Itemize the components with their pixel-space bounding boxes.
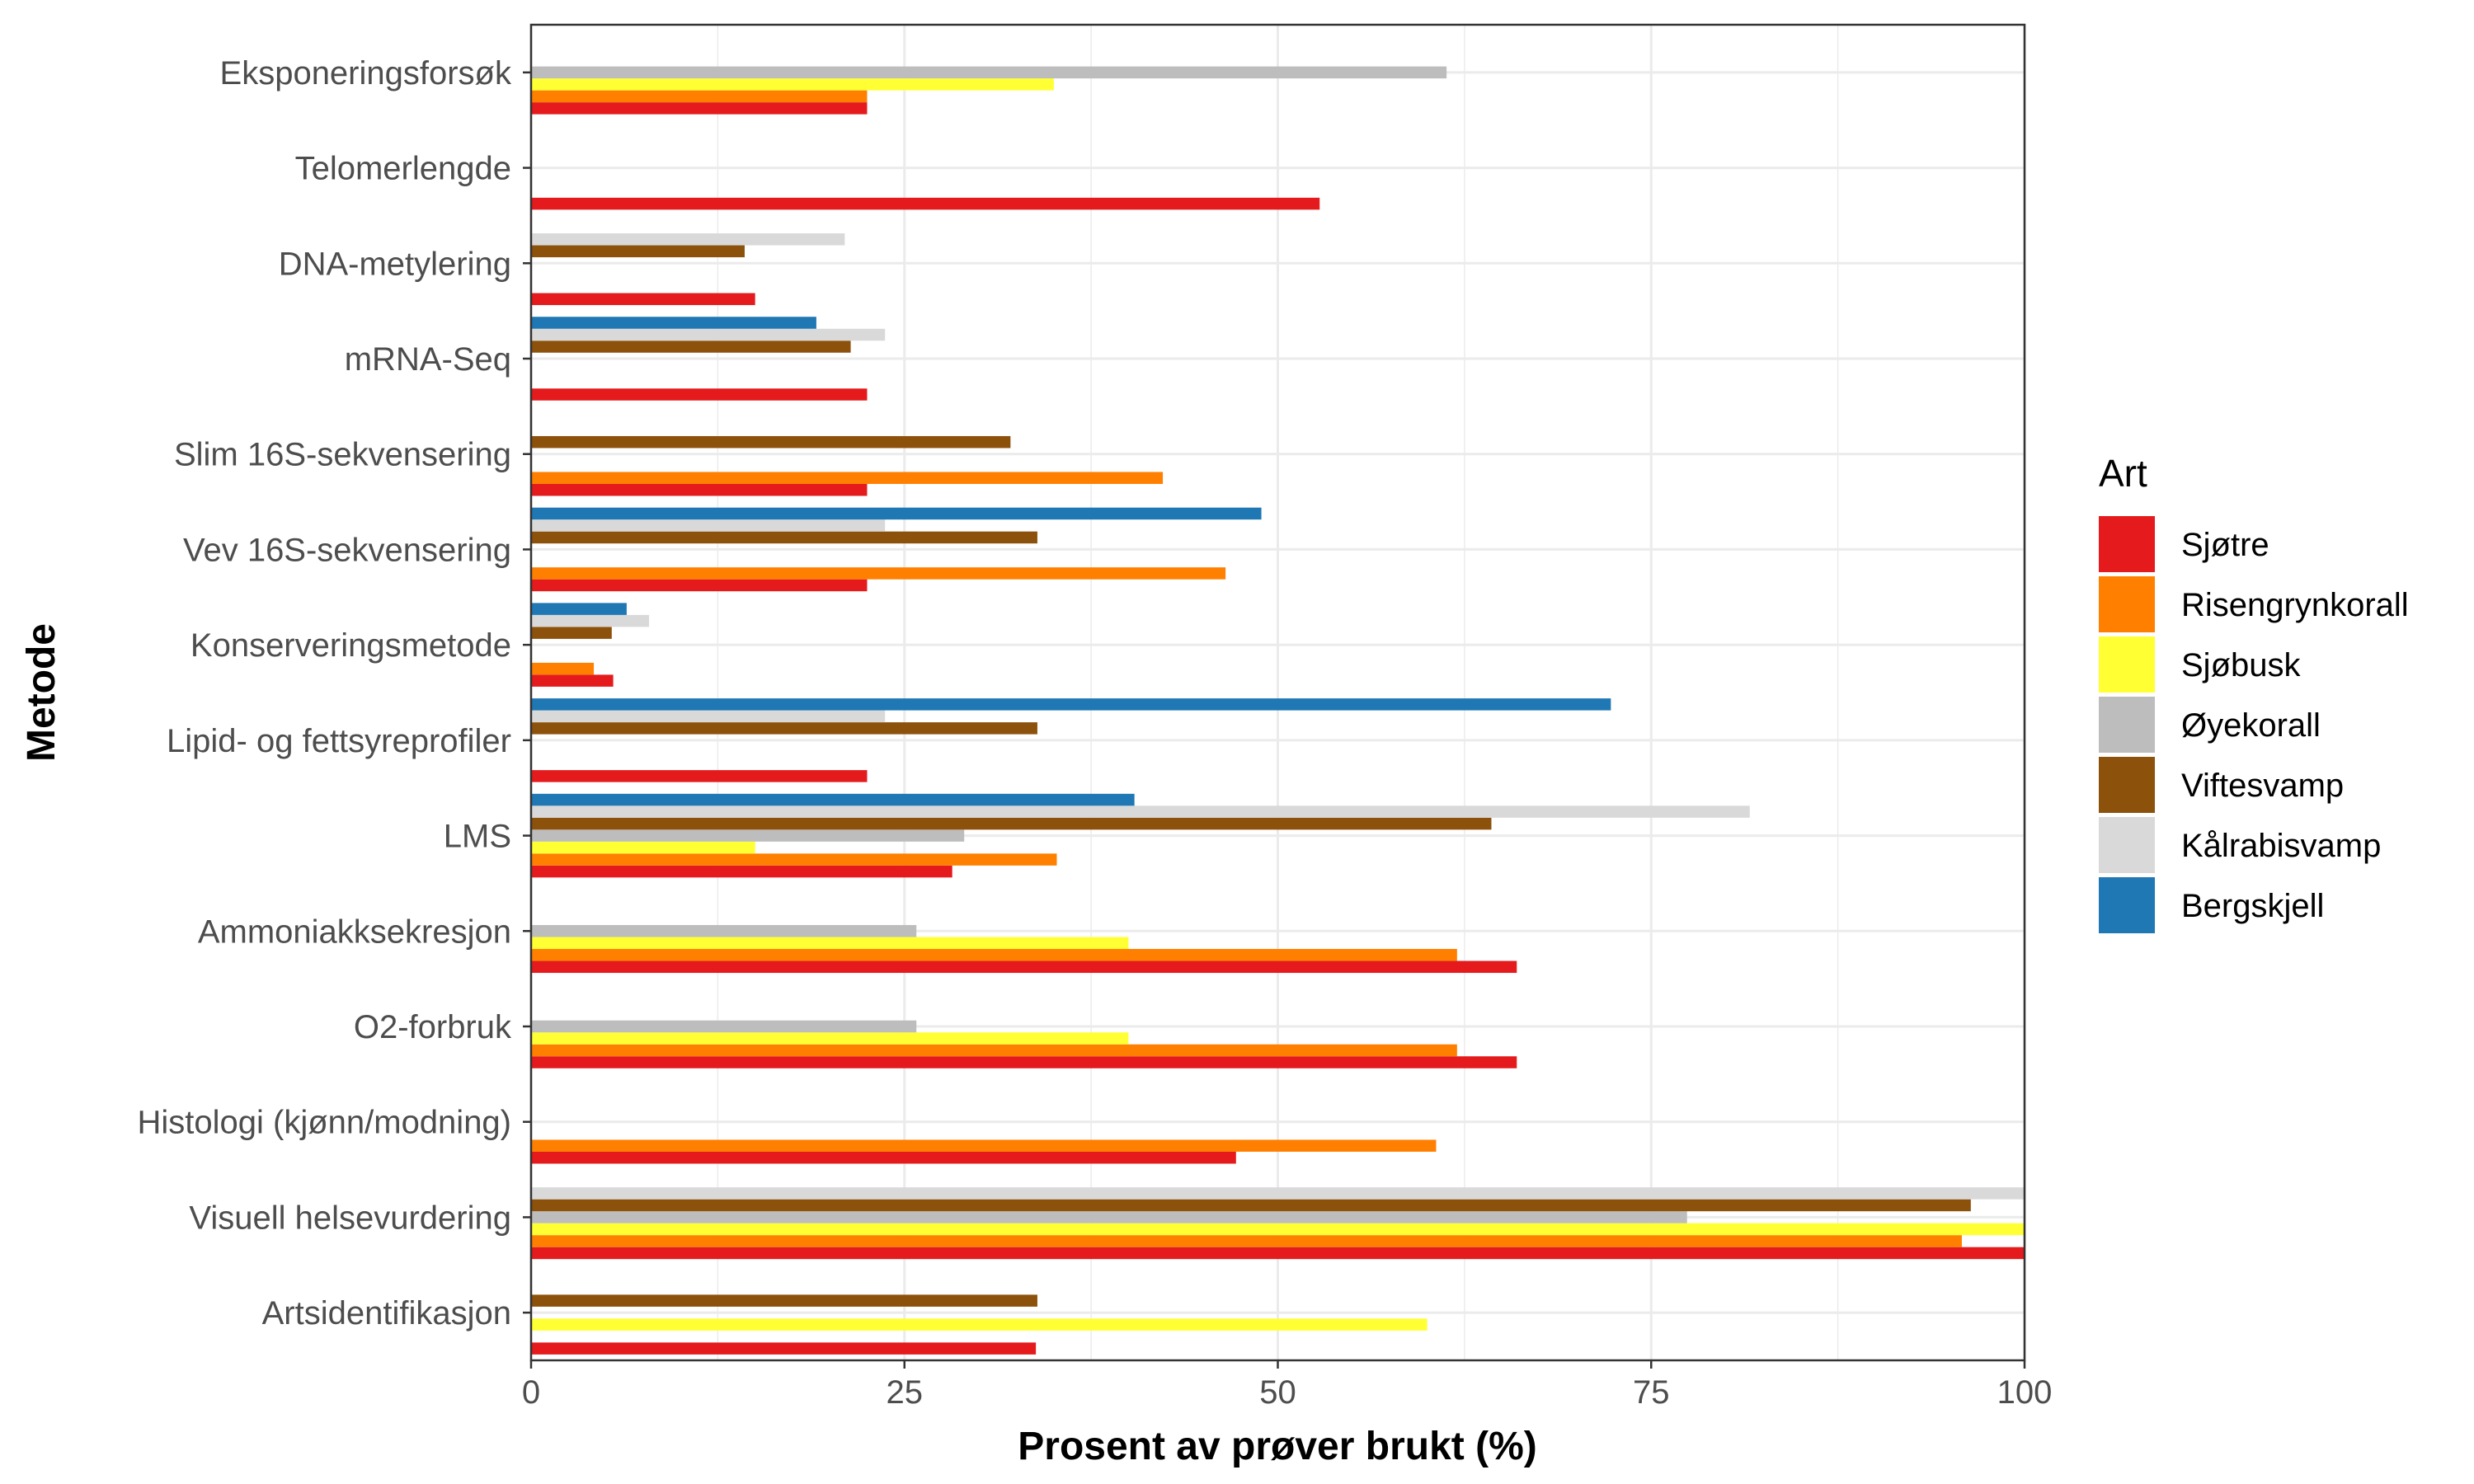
bar [531,829,965,842]
legend-label: Øyekorall [2181,707,2321,744]
x-tick-label: 75 [1633,1374,1670,1411]
y-tick-label: Histologi (kjønn/modning) [137,1105,511,1141]
bar [531,937,1129,950]
x-axis: 0 25 50 75 100 [522,1360,2053,1411]
bar [531,567,1226,580]
legend-swatch [2099,757,2155,813]
bar [531,531,1037,544]
bar [531,1294,1037,1307]
bar [531,627,612,639]
y-tick-label: Telomerlengde [295,151,511,187]
legend-swatch [2099,636,2155,693]
bar [531,197,1320,210]
y-tick-label: Slim 16S-sekvensering [174,437,511,473]
bar [531,793,1135,806]
bar [531,507,1262,520]
y-tick-label: LMS [444,819,511,855]
y-tick-label: Konserveringsmetode [190,627,511,664]
bar [531,1211,1687,1223]
y-tick-label: DNA-metylering [279,246,511,282]
bar [531,1056,1517,1068]
bar [531,1020,917,1033]
bar [531,710,886,723]
x-axis-title: Prosent av prøver brukt (%) [1018,1425,1536,1468]
y-tick-label: Artsidentifikasjon [262,1295,511,1331]
legend-label: Viftesvamp [2181,768,2344,804]
bar [531,388,868,401]
legend-label: Bergskjell [2181,888,2324,924]
bar [531,817,1492,830]
bar [531,1032,1129,1045]
bar [531,1139,1437,1152]
y-axis: Eksponeringsforsøk Telomerlengde DNA-metyl… [137,55,531,1331]
y-tick-label: Ammoniakksekresjon [198,913,511,950]
bar [531,925,917,937]
bar [531,949,1457,961]
legend-swatch [2099,817,2155,873]
bar [531,1318,1427,1331]
y-tick-label: mRNA-Seq [345,341,511,378]
legend-label: Sjøtre [2181,527,2269,563]
bar [531,90,868,103]
bar [531,722,1037,735]
legend: Art Sjøtre Risengrynkorall Sjøbusk Øyekoral… [2099,452,2409,933]
legend-swatch [2099,697,2155,753]
bar [531,1247,2025,1260]
legend-swatch [2099,516,2155,572]
bar [531,472,1164,484]
bar [531,66,1447,79]
bar [531,245,745,258]
y-tick-label: O2-forbruk [354,1009,512,1045]
bar [531,1187,2025,1200]
bar [531,698,1611,711]
bar [531,293,755,306]
bar [531,317,816,329]
bar [531,865,952,878]
y-tick-label: Lipid- og fettsyreprofiler [167,723,511,759]
bar [531,960,1517,974]
x-tick-label: 50 [1259,1374,1296,1411]
y-axis-title: Metode [20,623,63,762]
y-tick-label: Eksponeringsforsøk [220,55,512,92]
bar [531,1235,1962,1247]
legend-label: Risengrynkorall [2181,587,2409,623]
bar [531,770,868,782]
x-tick-label: 0 [522,1374,540,1411]
y-tick-label: Visuell helsevurdering [189,1200,511,1236]
bar [531,674,614,687]
bar [531,1342,1037,1355]
x-tick-label: 100 [1997,1374,2053,1411]
bar [531,519,886,532]
y-tick-label: Vev 16S-sekvensering [183,532,511,568]
bar [531,805,1750,818]
legend-title: Art [2099,452,2147,495]
bar [531,603,627,615]
legend-label: Sjøbusk [2181,647,2301,683]
bar [531,1044,1457,1057]
legend-swatch [2099,877,2155,933]
legend-label: Kålrabisvamp [2181,828,2381,864]
bar [531,435,1011,448]
bar [531,483,868,496]
bar [531,579,868,592]
bar [531,102,868,115]
x-tick-label: 25 [887,1374,924,1411]
bar [531,78,1054,91]
bar [531,328,886,341]
bar [531,853,1057,866]
bar [531,233,845,246]
bar [531,841,755,854]
bars [531,66,2025,1355]
bar [531,1151,1236,1164]
bar [531,1199,1971,1212]
bar [531,1223,2025,1236]
bar [531,662,595,675]
bar [531,614,650,627]
legend-swatch [2099,576,2155,632]
bar [531,340,851,353]
